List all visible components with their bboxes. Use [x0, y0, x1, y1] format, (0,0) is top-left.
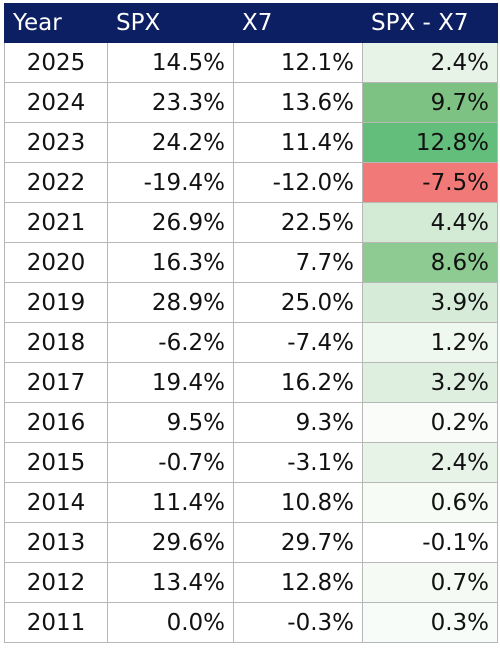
- header-x7: X7: [233, 3, 363, 43]
- cell-spx: -6.2%: [107, 322, 234, 363]
- header-year: Year: [4, 3, 108, 43]
- cell-x7: 16.2%: [233, 362, 363, 403]
- cell-spx-minus-x7: 0.7%: [362, 562, 498, 603]
- cell-x7: 13.6%: [233, 82, 363, 123]
- cell-spx: 16.3%: [107, 242, 234, 283]
- cell-year: 2012: [4, 562, 108, 603]
- cell-spx-minus-x7: 9.7%: [362, 82, 498, 123]
- cell-x7: 7.7%: [233, 242, 363, 283]
- cell-year: 2017: [4, 362, 108, 403]
- cell-spx-minus-x7: 12.8%: [362, 122, 498, 163]
- cell-spx: 9.5%: [107, 402, 234, 443]
- table-row: 2011 0.0% -0.3% 0.3%: [4, 602, 498, 643]
- table-row: 2018 -6.2% -7.4% 1.2%: [4, 322, 498, 363]
- header-spx-minus-x7: SPX - X7: [362, 3, 498, 43]
- cell-year: 2022: [4, 162, 108, 203]
- cell-year: 2025: [4, 42, 108, 83]
- cell-spx: 26.9%: [107, 202, 234, 243]
- cell-spx: 29.6%: [107, 522, 234, 563]
- table-row: 2023 24.2% 11.4% 12.8%: [4, 122, 498, 163]
- table-row: 2020 16.3% 7.7% 8.6%: [4, 242, 498, 283]
- cell-spx-minus-x7: -0.1%: [362, 522, 498, 563]
- cell-spx-minus-x7: 3.9%: [362, 282, 498, 323]
- table-row: 2024 23.3% 13.6% 9.7%: [4, 82, 498, 123]
- cell-x7: 12.1%: [233, 42, 363, 83]
- cell-x7: 22.5%: [233, 202, 363, 243]
- table-row: 2016 9.5% 9.3% 0.2%: [4, 402, 498, 443]
- table-body: 2025 14.5% 12.1% 2.4% 2024 23.3% 13.6% 9.7% 20…: [4, 42, 498, 643]
- cell-spx: 24.2%: [107, 122, 234, 163]
- header-row: Year SPX X7 SPX - X7: [4, 3, 498, 43]
- table-header: Year SPX X7 SPX - X7: [4, 3, 498, 43]
- returns-table: Year SPX X7 SPX - X7 2025 14.5% 12.1% 2.4% …: [4, 3, 498, 643]
- table-row: 2025 14.5% 12.1% 2.4%: [4, 42, 498, 83]
- cell-x7: 11.4%: [233, 122, 363, 163]
- cell-spx: 11.4%: [107, 482, 234, 523]
- cell-year: 2011: [4, 602, 108, 643]
- cell-x7: -12.0%: [233, 162, 363, 203]
- cell-x7: 25.0%: [233, 282, 363, 323]
- cell-spx-minus-x7: 8.6%: [362, 242, 498, 283]
- cell-spx: 19.4%: [107, 362, 234, 403]
- cell-spx: 14.5%: [107, 42, 234, 83]
- table-row: 2012 13.4% 12.8% 0.7%: [4, 562, 498, 603]
- returns-table-container: Year SPX X7 SPX - X7 2025 14.5% 12.1% 2.4% …: [4, 3, 498, 643]
- table-row: 2017 19.4% 16.2% 3.2%: [4, 362, 498, 403]
- cell-year: 2020: [4, 242, 108, 283]
- cell-year: 2024: [4, 82, 108, 123]
- cell-x7: -3.1%: [233, 442, 363, 483]
- cell-spx: -0.7%: [107, 442, 234, 483]
- cell-spx: 0.0%: [107, 602, 234, 643]
- table-row: 2019 28.9% 25.0% 3.9%: [4, 282, 498, 323]
- table-row: 2014 11.4% 10.8% 0.6%: [4, 482, 498, 523]
- cell-x7: 10.8%: [233, 482, 363, 523]
- cell-year: 2023: [4, 122, 108, 163]
- cell-x7: -0.3%: [233, 602, 363, 643]
- cell-year: 2016: [4, 402, 108, 443]
- table-row: 2022 -19.4% -12.0% -7.5%: [4, 162, 498, 203]
- cell-year: 2015: [4, 442, 108, 483]
- cell-year: 2014: [4, 482, 108, 523]
- cell-spx-minus-x7: 0.3%: [362, 602, 498, 643]
- cell-spx-minus-x7: 4.4%: [362, 202, 498, 243]
- cell-spx-minus-x7: 2.4%: [362, 42, 498, 83]
- cell-spx-minus-x7: 0.2%: [362, 402, 498, 443]
- cell-spx-minus-x7: 0.6%: [362, 482, 498, 523]
- cell-spx: 23.3%: [107, 82, 234, 123]
- table-row: 2013 29.6% 29.7% -0.1%: [4, 522, 498, 563]
- table-row: 2021 26.9% 22.5% 4.4%: [4, 202, 498, 243]
- cell-year: 2019: [4, 282, 108, 323]
- cell-x7: 9.3%: [233, 402, 363, 443]
- cell-x7: -7.4%: [233, 322, 363, 363]
- cell-spx: 13.4%: [107, 562, 234, 603]
- table-row: 2015 -0.7% -3.1% 2.4%: [4, 442, 498, 483]
- cell-year: 2021: [4, 202, 108, 243]
- cell-spx-minus-x7: 1.2%: [362, 322, 498, 363]
- cell-spx-minus-x7: 2.4%: [362, 442, 498, 483]
- cell-year: 2013: [4, 522, 108, 563]
- cell-spx: 28.9%: [107, 282, 234, 323]
- cell-year: 2018: [4, 322, 108, 363]
- cell-spx: -19.4%: [107, 162, 234, 203]
- cell-spx-minus-x7: -7.5%: [362, 162, 498, 203]
- cell-x7: 12.8%: [233, 562, 363, 603]
- cell-x7: 29.7%: [233, 522, 363, 563]
- cell-spx-minus-x7: 3.2%: [362, 362, 498, 403]
- header-spx: SPX: [107, 3, 234, 43]
